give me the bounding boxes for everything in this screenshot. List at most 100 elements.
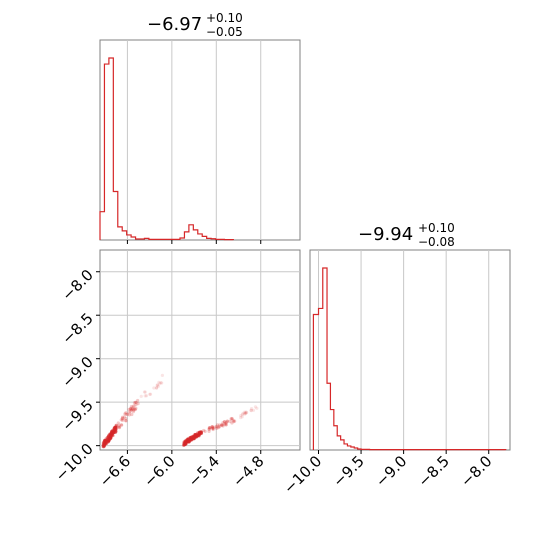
hist-1-grid: [126, 40, 262, 240]
scatter-point-4-22: [222, 420, 227, 424]
scatter-point-4-25: [207, 429, 211, 433]
scatter-point-1-8: [117, 425, 122, 429]
scatter-point-4-19: [230, 421, 234, 425]
scatter-point-4-32: [218, 423, 222, 427]
scatter-point-1-38: [125, 412, 129, 416]
scatter-point-1-39: [120, 423, 124, 427]
scatter-point-4-24: [207, 426, 211, 430]
scatter-x-tick-label-2: −5.4: [185, 452, 223, 490]
scatter-point-5-2: [241, 411, 245, 416]
scatter-point-4-43: [230, 417, 234, 421]
scatter-point-4-21: [224, 423, 228, 427]
scatter-point-4-36: [208, 426, 212, 430]
hist-1-title-lower: −0.05: [206, 25, 243, 39]
scatter-point-5-16: [242, 410, 246, 414]
scatter-point-1-42: [119, 423, 123, 427]
scatter-point-1-37: [132, 408, 136, 412]
scatter-point-1-1: [124, 411, 128, 415]
scatter-point-5-10: [244, 410, 248, 414]
scatter-point-4-0: [225, 419, 229, 423]
scatter-point-4-33: [229, 417, 233, 421]
scatter-point-3-77: [197, 434, 201, 438]
hist-panel-1: −6.97 +0.10 −0.05: [99, 11, 301, 244]
scatter-point-5-13: [249, 409, 253, 413]
scatter-panel: −6.6 −6.0 −5.4 −4.8 −8.0 −8.5 −9.0 −9.5 −10.0: [52, 249, 301, 491]
scatter-point-1-6: [129, 407, 133, 411]
hist-1-step-line: [99, 57, 234, 241]
scatter-point-1-10: [124, 412, 128, 416]
scatter-point-1-3: [122, 415, 126, 419]
scatter-point-4-26: [224, 421, 228, 425]
scatter-point-4-38: [224, 423, 228, 427]
scatter-point-1-36: [131, 407, 135, 411]
scatter-point-2-7: [159, 380, 163, 385]
scatter-point-4-20: [221, 424, 225, 428]
scatter-point-1-34: [128, 409, 132, 413]
hist-1-title-upper: +0.10: [206, 11, 243, 25]
hist-2-tick-label-2: −9.0: [372, 452, 410, 490]
scatter-point-2-9: [160, 373, 165, 377]
scatter-point-5-3: [239, 416, 243, 420]
scatter-point-1-43: [116, 421, 120, 425]
hist-2-grid: [318, 250, 490, 450]
scatter-point-4-6: [211, 426, 215, 431]
scatter-x-tick-label-1: −6.0: [140, 452, 178, 490]
scatter-point-1-40: [124, 418, 128, 423]
hist-2-step-line: [312, 267, 507, 451]
scatter-point-5-5: [239, 413, 243, 418]
scatter-point-4-8: [231, 419, 236, 423]
scatter-point-2-14: [155, 383, 160, 387]
scatter-point-1-4: [120, 415, 125, 419]
scatter-point-4-18: [207, 427, 212, 431]
scatter-y-tick-label-3: −9.5: [58, 396, 96, 434]
scatter-point-4-11: [216, 426, 220, 430]
scatter-point-1-44: [136, 402, 140, 406]
scatter-points: [101, 373, 259, 449]
scatter-y-tick-label-4: −10.0: [52, 440, 97, 485]
scatter-point-1-12: [121, 417, 125, 421]
hist-2-title: −9.94 +0.10 −0.08: [358, 221, 455, 249]
scatter-point-4-44: [210, 425, 215, 429]
scatter-point-4-35: [203, 429, 207, 433]
scatter-point-5-12: [243, 412, 247, 416]
scatter-x-ticks: −6.6 −6.0 −5.4 −4.8: [96, 450, 268, 491]
scatter-point-0-87: [106, 436, 110, 440]
scatter-point-1-21: [124, 419, 128, 423]
hist-1-title: −6.97 +0.10 −0.05: [147, 11, 243, 39]
scatter-point-2-0: [148, 392, 152, 396]
scatter-point-4-4: [211, 427, 215, 432]
scatter-point-1-5: [134, 403, 138, 407]
scatter-point-1-25: [117, 423, 121, 427]
scatter-point-0-84: [113, 428, 118, 432]
scatter-point-5-9: [243, 411, 247, 415]
scatter-point-1-33: [129, 404, 134, 409]
scatter-point-2-1: [139, 394, 143, 398]
hist-2-tick-label-4: −8.0: [457, 452, 495, 490]
scatter-point-5-15: [240, 413, 245, 417]
scatter-point-2-17: [158, 382, 162, 386]
scatter-point-1-14: [130, 407, 135, 411]
scatter-point-1-11: [129, 406, 133, 411]
scatter-point-4-9: [216, 425, 221, 429]
scatter-point-2-3: [152, 386, 156, 390]
scatter-point-4-41: [215, 424, 219, 429]
scatter-point-1-18: [134, 406, 138, 410]
scatter-point-1-22: [133, 407, 137, 411]
hist-2-tick-label-0: −10.0: [280, 452, 325, 497]
scatter-point-4-17: [224, 421, 229, 425]
scatter-point-5-17: [253, 405, 257, 409]
scatter-point-1-28: [132, 401, 137, 405]
scatter-point-1-7: [127, 413, 131, 417]
scatter-point-1-9: [116, 425, 121, 429]
scatter-point-1-19: [127, 411, 131, 415]
scatter-point-4-13: [233, 419, 237, 423]
scatter-point-3-89: [192, 436, 196, 440]
scatter-point-2-13: [154, 386, 159, 390]
scatter-point-2-10: [148, 392, 153, 396]
hist-2-tick-label-1: −9.5: [329, 452, 367, 490]
hist-2-title-lower: −0.08: [418, 235, 455, 249]
scatter-point-4-28: [232, 420, 236, 424]
scatter-point-5-1: [244, 411, 248, 415]
scatter-point-5-11: [244, 411, 248, 415]
